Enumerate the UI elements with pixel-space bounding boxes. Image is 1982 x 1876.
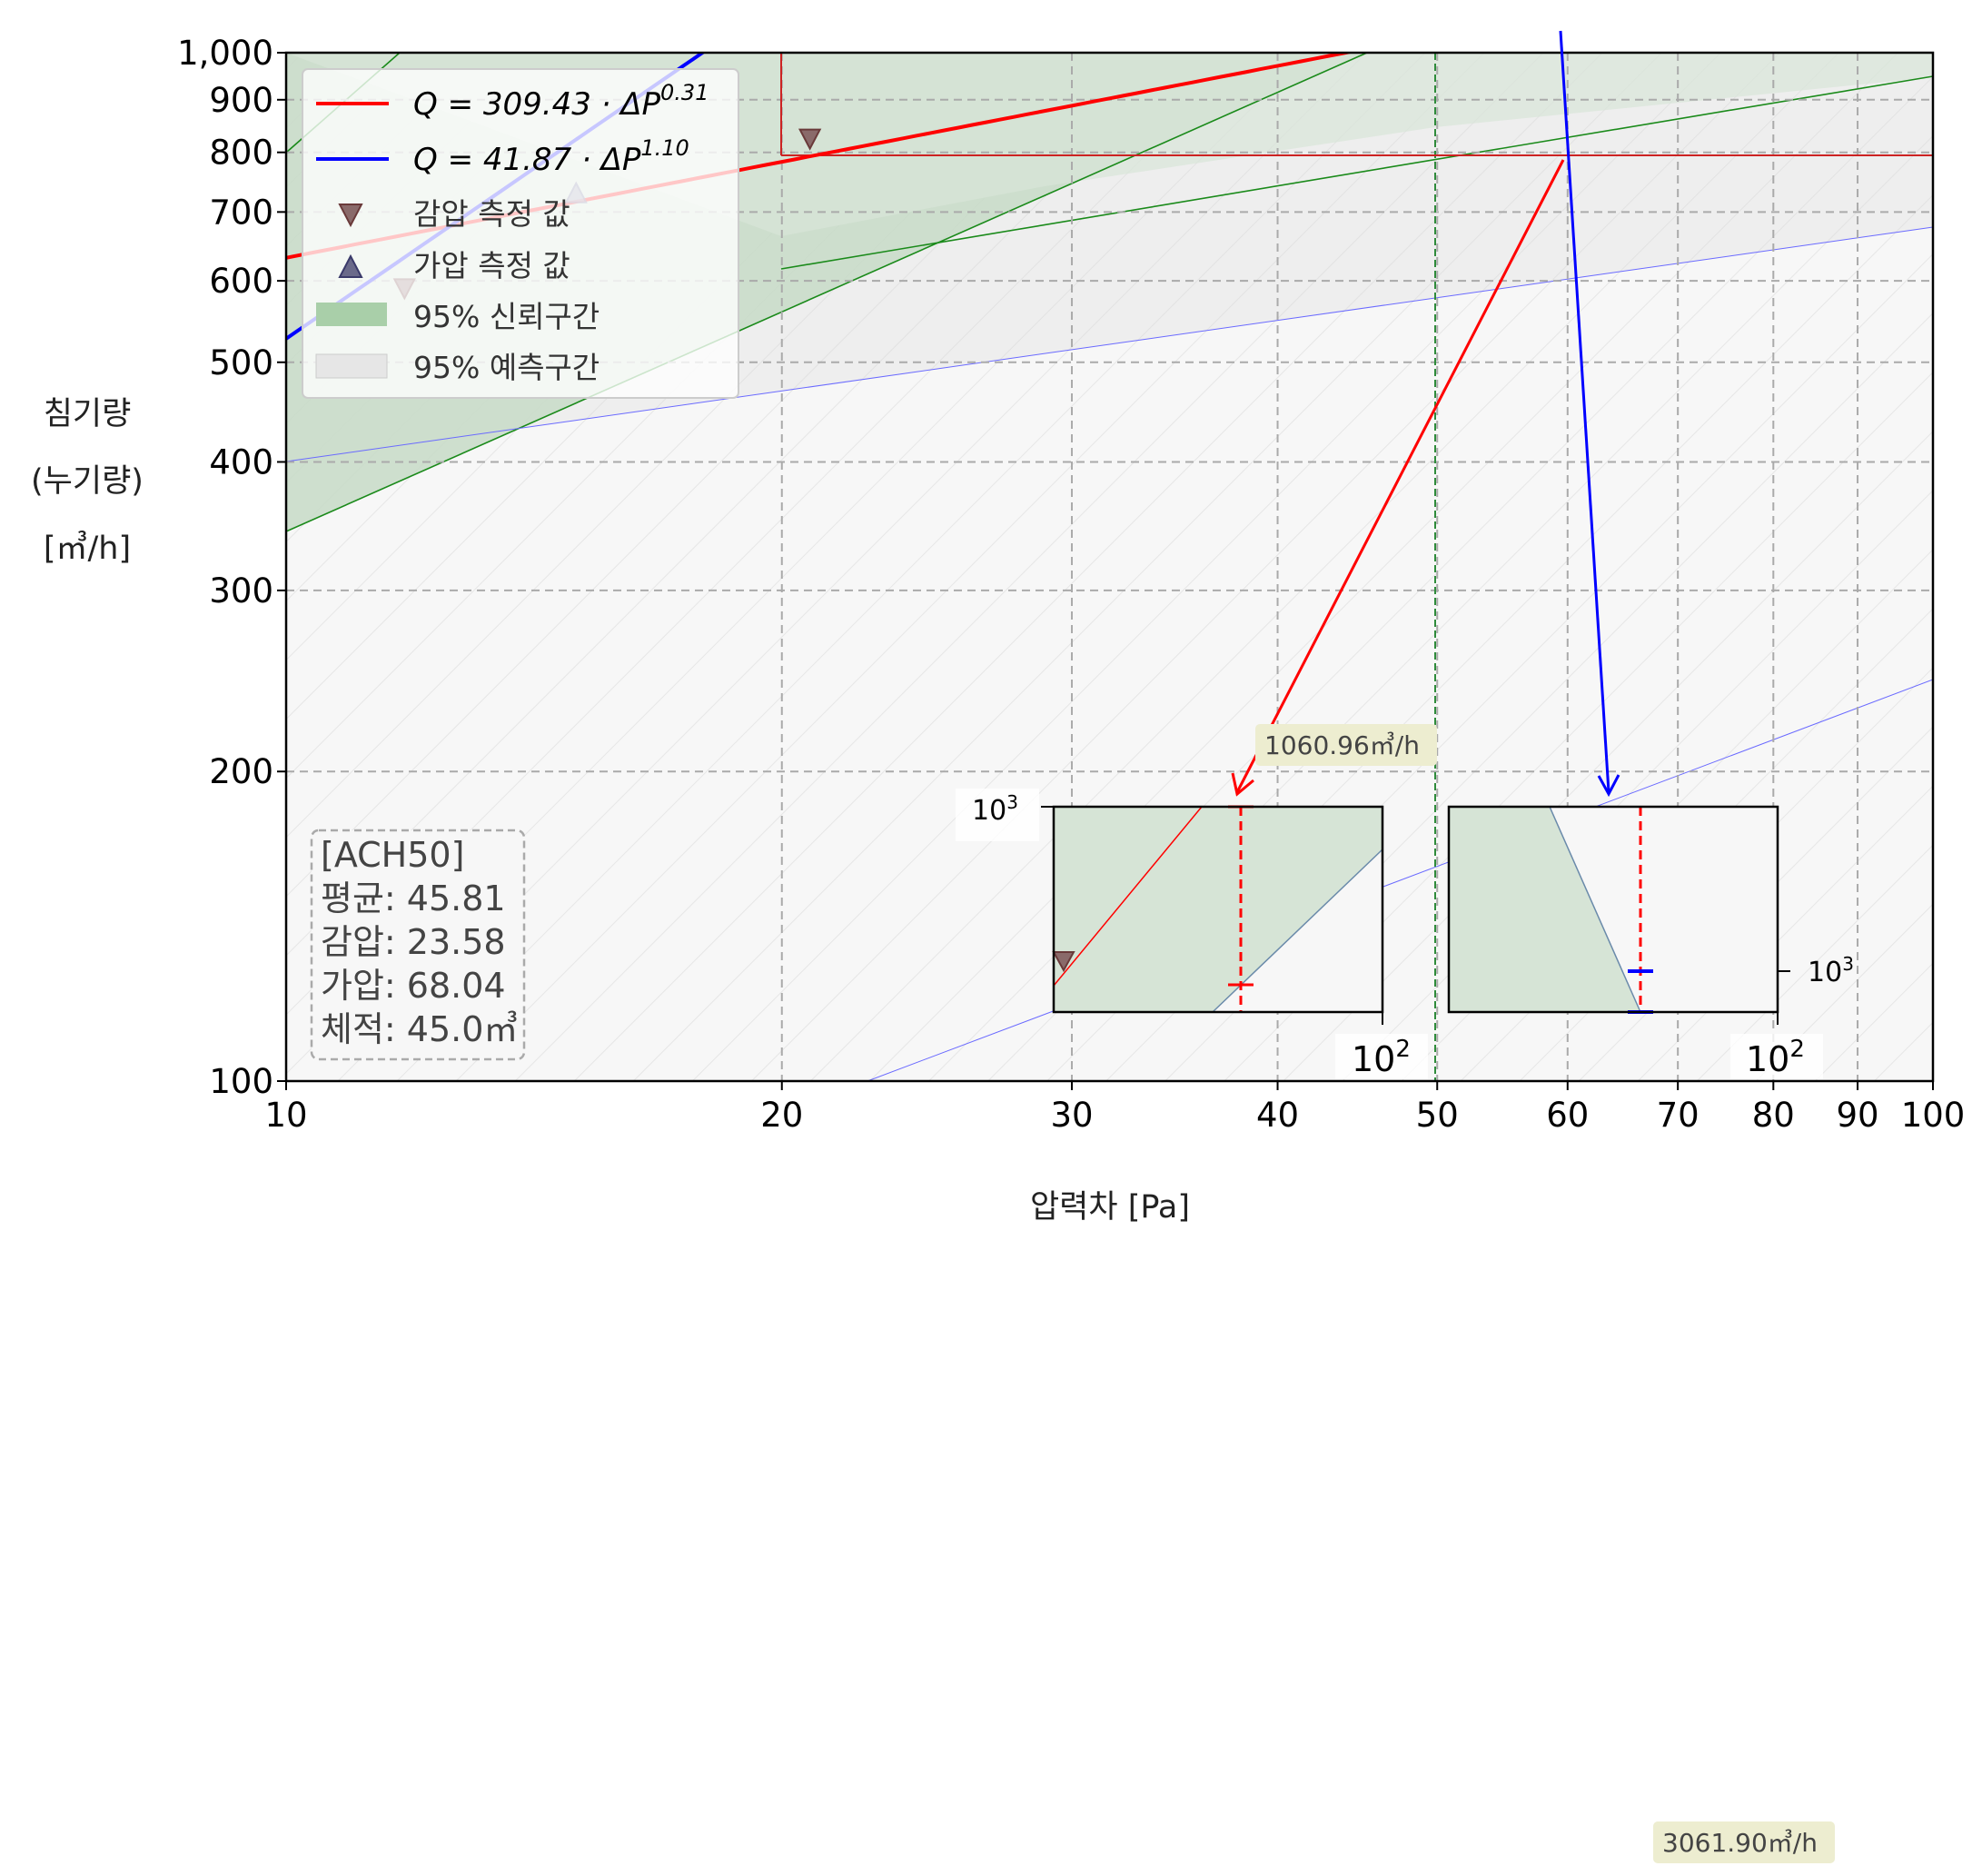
x-tick-label: 50 — [1416, 1096, 1459, 1135]
y-axis-label-line2: (누기량) — [31, 463, 144, 500]
legend-red-fit: Q = 309.43 · ΔP0.31 — [413, 80, 709, 123]
inset2-y-tick-label: 103 — [1808, 953, 1854, 988]
y-tick-label: 100 — [209, 1062, 273, 1101]
legend-depress-label: 감압 측정 값 — [413, 196, 570, 232]
y-tick-label: 400 — [209, 442, 273, 481]
y-tick-label: 900 — [209, 81, 273, 120]
y-tick-label: 300 — [209, 571, 273, 610]
legend-ci-swatch — [316, 303, 387, 326]
x-tick-label: 60 — [1546, 1096, 1589, 1135]
axes-frame — [284, 51, 1935, 1083]
depress-marker — [798, 128, 822, 151]
ci-line-3 — [780, 75, 1933, 270]
x-tick-label: 100 — [1901, 1096, 1966, 1135]
x-tick-label: 10 — [264, 1096, 307, 1135]
arrow-depress — [1235, 159, 1565, 793]
arrow-press — [1559, 30, 1610, 793]
svg-text:1060.96㎥/h: 1060.96㎥/h — [1264, 730, 1420, 760]
y-tick-label: 600 — [209, 262, 273, 301]
x-tick-label: 20 — [760, 1096, 803, 1135]
inset1-y-tick-label: 103 — [972, 791, 1018, 827]
x-axis-label: 압력차 [Pa] — [1030, 1189, 1190, 1226]
pi-line-lower — [867, 679, 1933, 1081]
annotation-value-1: 1060.96㎥/h — [1255, 724, 1437, 766]
y-tick-label: 200 — [209, 752, 273, 791]
legend: Q = 309.43 · ΔP0.31 Q = 41.87 · ΔP1.10 감… — [302, 68, 739, 399]
legend-box — [302, 68, 739, 399]
annotation-arrows — [1231, 30, 1620, 798]
inset2-x-tick-label: 102 — [1746, 1036, 1805, 1079]
svg-text:3061.90㎥/h: 3061.90㎥/h — [1662, 1828, 1818, 1858]
legend-depress-marker — [338, 203, 363, 228]
inset1-x-tick-label: 102 — [1352, 1036, 1411, 1079]
stats-title: [ACH50] — [321, 835, 464, 875]
pi-line-upper — [286, 226, 1933, 462]
legend-blue-fit: Q = 41.87 · ΔP1.10 — [413, 135, 689, 178]
stats-volume: 체적: 45.0㎥ — [321, 1009, 518, 1049]
inset-depress: 103 102 — [956, 789, 1428, 1079]
y-axis-ticks: 100 200 300 400 500 600 700 800 900 1,000 — [177, 34, 286, 1101]
inset-press: 103 102 — [1447, 805, 1854, 1079]
y-tick-label: 500 — [209, 343, 273, 382]
y-tick-label: 700 — [209, 193, 273, 232]
y-tick-label: 800 — [209, 134, 273, 173]
x-axis-ticks: 10 20 30 40 50 60 70 80 90 100 — [264, 1081, 1965, 1135]
annotation-value-2: 3061.90㎥/h — [1653, 1821, 1835, 1863]
y-axis-label-line1: 침기량 — [44, 396, 132, 432]
y-axis-label-line3: [㎥/h] — [44, 531, 131, 567]
legend-press-label: 가압 측정 값 — [413, 248, 570, 283]
stats-mean: 평균: 45.81 — [321, 878, 506, 918]
x-tick-label: 70 — [1657, 1096, 1700, 1135]
stats-press: 가압: 68.04 — [321, 966, 506, 1006]
reference-lines — [780, 53, 1933, 1081]
y-tick-label: 1,000 — [177, 34, 273, 73]
x-tick-label: 40 — [1256, 1096, 1299, 1135]
stats-box: [ACH50] 평균: 45.81 감압: 23.58 가압: 68.04 체적… — [310, 829, 526, 1061]
x-tick-label: 30 — [1050, 1096, 1093, 1135]
x-tick-label: 80 — [1752, 1096, 1795, 1135]
legend-ci-label: 95% 신뢰구간 — [413, 299, 600, 334]
stats-depress: 감압: 23.58 — [321, 922, 506, 962]
legend-pi-swatch — [315, 353, 388, 379]
ci-line-1 — [286, 53, 1368, 532]
x-tick-label: 90 — [1836, 1096, 1878, 1135]
legend-press-marker — [338, 253, 363, 278]
stats-box-frame — [310, 829, 526, 1061]
legend-pi-label: 95% 예측구간 — [413, 350, 600, 385]
